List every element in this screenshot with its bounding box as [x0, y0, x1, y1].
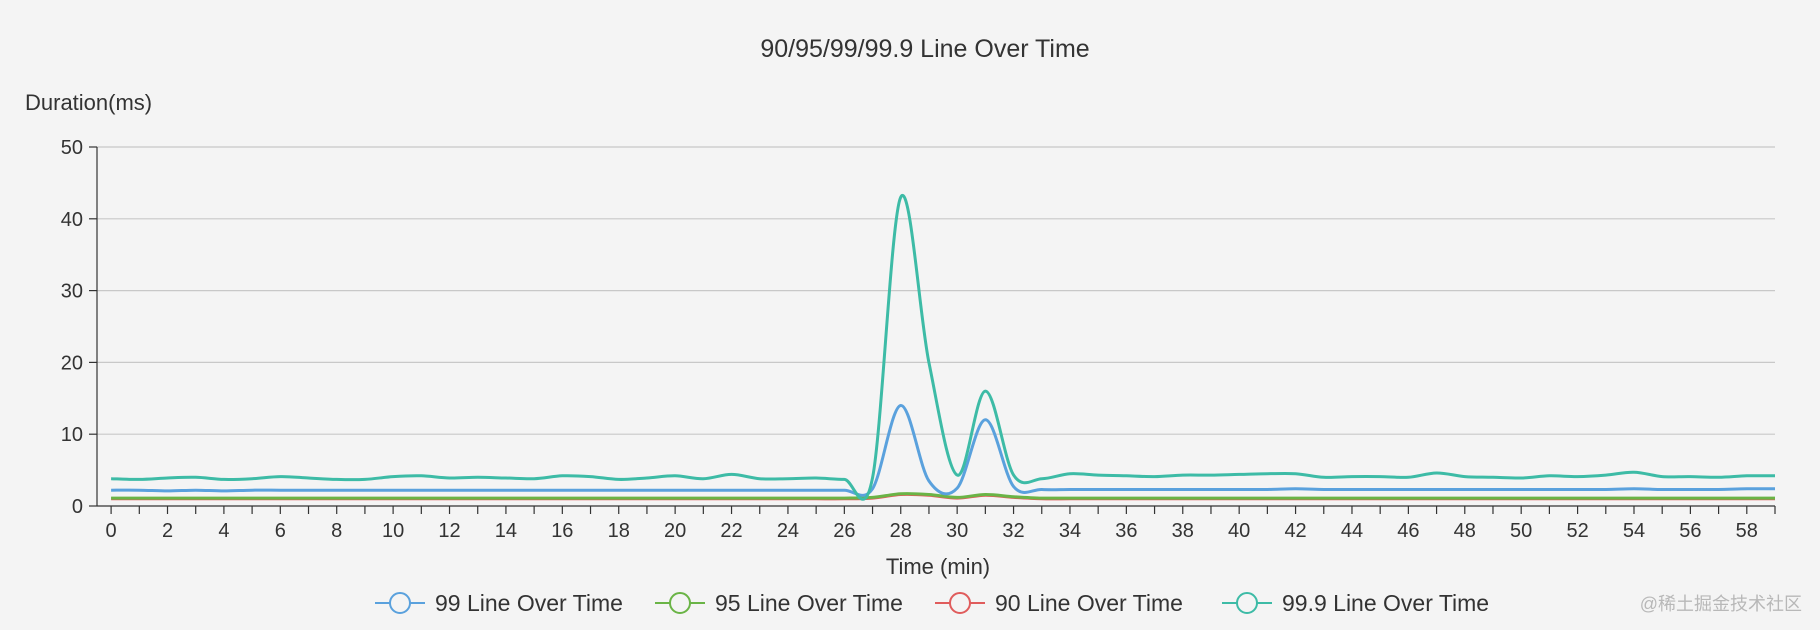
x-tick-label: 28: [890, 520, 912, 542]
legend-marker-icon: [949, 592, 971, 614]
x-tick-label: 4: [218, 520, 229, 542]
legend-item[interactable]: 99 Line Over Time: [375, 590, 623, 616]
y-tick-label: 10: [61, 424, 83, 446]
x-tick-label: 46: [1397, 520, 1419, 542]
y-tick-label: 30: [61, 281, 83, 303]
x-tick-label: 30: [946, 520, 968, 542]
x-tick-label: 8: [331, 520, 342, 542]
legend-label: 95 Line Over Time: [715, 590, 903, 616]
x-tick-label: 38: [1172, 520, 1194, 542]
y-axis: 0 10 20 30 40 50: [61, 137, 98, 518]
y-tick-label: 0: [72, 496, 83, 518]
x-tick-label: 22: [720, 520, 742, 542]
legend-item[interactable]: 95 Line Over Time: [655, 590, 903, 616]
x-tick-label: 20: [664, 520, 686, 542]
x-tick-label: 14: [495, 520, 517, 542]
series-lines: [111, 193, 1776, 501]
series-line-95: [111, 492, 1775, 500]
x-tick-label: 34: [1059, 520, 1081, 542]
y-tick-label: 40: [61, 209, 83, 231]
x-tick-label: 48: [1454, 520, 1476, 542]
x-tick-label: 18: [608, 520, 630, 542]
legend[interactable]: 99 Line Over Time 95 Line Over Time 90 Lin…: [375, 590, 1489, 616]
x-tick-label: 58: [1736, 520, 1758, 542]
y-axis-label: Duration(ms): [25, 90, 152, 115]
series-line-99-9: [111, 193, 1776, 501]
x-tick-label: 32: [1002, 520, 1024, 542]
x-tick-label: 10: [382, 520, 404, 542]
legend-label: 99.9 Line Over Time: [1282, 590, 1489, 616]
x-tick-label: 24: [777, 520, 799, 542]
legend-item[interactable]: 99.9 Line Over Time: [1222, 590, 1489, 616]
x-axis-label: Time (min): [886, 554, 990, 579]
x-tick-label: 6: [275, 520, 286, 542]
legend-label: 99 Line Over Time: [435, 590, 623, 616]
x-tick-label: 36: [1115, 520, 1137, 542]
x-tick-label: 44: [1341, 520, 1363, 542]
y-tick-label: 20: [61, 352, 83, 374]
legend-label: 90 Line Over Time: [995, 590, 1183, 616]
y-tick-label: 50: [61, 137, 83, 159]
x-tick-label: 2: [162, 520, 173, 542]
x-tick-label: 12: [438, 520, 460, 542]
x-tick-label: 26: [833, 520, 855, 542]
series-line-99: [111, 404, 1776, 497]
x-tick-label: 0: [106, 520, 117, 542]
legend-marker-icon: [669, 592, 691, 614]
x-tick-label: 54: [1623, 520, 1645, 542]
watermark: @稀土掘金技术社区: [1640, 594, 1802, 614]
x-tick-label: 56: [1679, 520, 1701, 542]
chart-title: 90/95/99/99.9 Line Over Time: [760, 35, 1089, 63]
legend-marker-icon: [1236, 592, 1258, 614]
x-axis: 0 2 4 6 8 10 12 14 16 18 20 22 24 26 28 30 32 34 36 38 40 42 4…: [97, 505, 1776, 542]
legend-marker-icon: [389, 592, 411, 614]
grid-lines: [97, 146, 1775, 435]
x-tick-label: 52: [1566, 520, 1588, 542]
x-tick-label: 40: [1228, 520, 1250, 542]
legend-item[interactable]: 90 Line Over Time: [935, 590, 1183, 616]
x-tick-label: 16: [551, 520, 573, 542]
x-tick-label: 50: [1510, 520, 1532, 542]
x-tick-label: 42: [1284, 520, 1306, 542]
